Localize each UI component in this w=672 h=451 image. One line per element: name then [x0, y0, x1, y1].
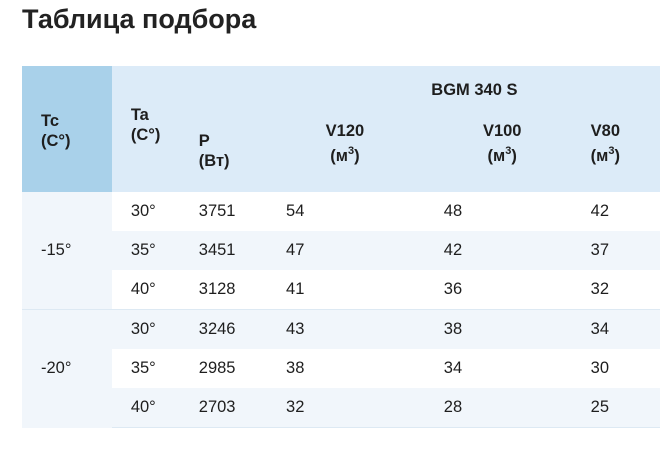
v100-label: V100	[482, 122, 522, 140]
cell-v120: 43	[286, 309, 444, 349]
tc-label: Tc	[41, 112, 60, 130]
cell-ta: 30°	[111, 309, 199, 349]
header-v120: V120 (м3)	[286, 112, 444, 192]
v100-sup: 3	[505, 145, 512, 157]
table-row: -20° 30° 3246 43 38 34	[22, 309, 660, 428]
cell-v100: 36	[443, 270, 591, 310]
tc-unit: (C°)	[41, 132, 71, 150]
v80-label: V80	[590, 122, 620, 140]
v120-label: V120	[325, 122, 365, 140]
table-row: -15° 30° 3751 54 48 42	[22, 192, 660, 310]
cell-v120: 54	[286, 192, 444, 231]
cell-tc: -15°	[22, 192, 112, 310]
v80-unit: (м	[590, 147, 609, 165]
v80-sup: 3	[608, 145, 615, 157]
cell-v80: 42	[590, 192, 660, 231]
cell-v100: 28	[443, 388, 591, 428]
cell-v80: 37	[590, 231, 660, 270]
cell-ta: 35°	[111, 231, 199, 270]
cell-ta: 30°	[111, 192, 199, 231]
ta-label: Ta	[130, 106, 149, 124]
table-row: 35° 2985 38 34 30	[22, 349, 660, 388]
ta-unit: (C°)	[130, 126, 161, 144]
table-row: 40° 2703 32 28 25	[22, 388, 660, 428]
v120-unit: (м	[330, 147, 348, 165]
header-v80: V80 (м3)	[590, 112, 660, 192]
cell-v120: 32	[286, 388, 444, 428]
selection-table: Tc (C°) Ta (C°) BGM 340 S P (Вт) V120 (м3) V…	[22, 66, 660, 428]
cell-p: 2703	[198, 388, 287, 428]
cell-v120: 47	[286, 231, 444, 270]
cell-v100: 34	[443, 349, 591, 388]
p-label: P	[198, 132, 210, 150]
table-row: 35° 3451 47 42 37	[22, 231, 660, 270]
header-model: BGM 340 S	[198, 66, 660, 112]
header-tc: Tc (C°)	[22, 66, 112, 192]
cell-tc: -20°	[22, 309, 112, 428]
cell-ta: 35°	[111, 349, 199, 388]
v100-unit: (м	[487, 147, 506, 165]
cell-p: 2985	[198, 349, 287, 388]
cell-v80: 34	[590, 309, 660, 349]
v80-close: )	[614, 147, 620, 165]
cell-v100: 48	[443, 192, 591, 231]
v120-sup: 3	[347, 145, 355, 157]
page-title: Таблица подбора	[22, 4, 257, 34]
cell-p: 3451	[198, 231, 287, 270]
p-unit: (Вт)	[198, 152, 230, 170]
cell-p: 3751	[198, 192, 287, 231]
v120-close: )	[354, 147, 360, 165]
cell-v120: 41	[286, 270, 444, 310]
table-row: 40° 3128 41 36 32	[22, 270, 660, 310]
cell-v80: 25	[590, 388, 660, 428]
cell-v120: 38	[286, 349, 444, 388]
cell-p: 3128	[198, 270, 287, 310]
cell-v100: 42	[443, 231, 591, 270]
cell-v80: 30	[590, 349, 660, 388]
header-p: P (Вт)	[198, 112, 287, 192]
cell-v100: 38	[443, 309, 591, 349]
header-v100: V100 (м3)	[443, 112, 591, 192]
cell-v80: 32	[590, 270, 660, 310]
header-ta: Ta (C°)	[111, 66, 199, 192]
cell-ta: 40°	[111, 270, 199, 310]
cell-p: 3246	[198, 309, 287, 349]
v100-close: )	[511, 147, 517, 165]
cell-ta: 40°	[111, 388, 199, 428]
